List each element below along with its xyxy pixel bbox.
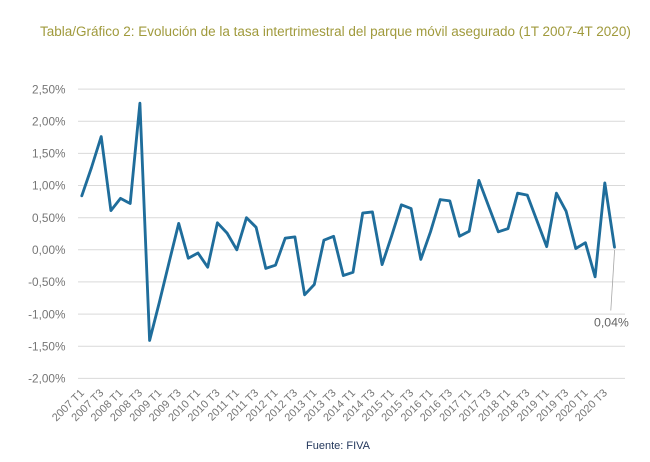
svg-text:-2,00%: -2,00% xyxy=(28,372,66,386)
svg-text:-1,00%: -1,00% xyxy=(28,307,66,321)
svg-text:2,00%: 2,00% xyxy=(32,114,66,128)
svg-text:2,50%: 2,50% xyxy=(32,82,66,96)
svg-text:-1,50%: -1,50% xyxy=(28,339,66,353)
svg-text:Fuente: FIVA: Fuente: FIVA xyxy=(306,440,371,452)
svg-text:1,00%: 1,00% xyxy=(32,179,66,193)
svg-text:0,04%: 0,04% xyxy=(594,315,629,329)
svg-text:1,50%: 1,50% xyxy=(32,147,66,161)
svg-text:0,50%: 0,50% xyxy=(32,211,66,225)
svg-text:Tabla/Gráfico 2: Evolución de: Tabla/Gráfico 2: Evolución de la tasa in… xyxy=(40,24,631,39)
svg-text:0,00%: 0,00% xyxy=(32,243,66,257)
svg-text:-0,50%: -0,50% xyxy=(28,275,66,289)
